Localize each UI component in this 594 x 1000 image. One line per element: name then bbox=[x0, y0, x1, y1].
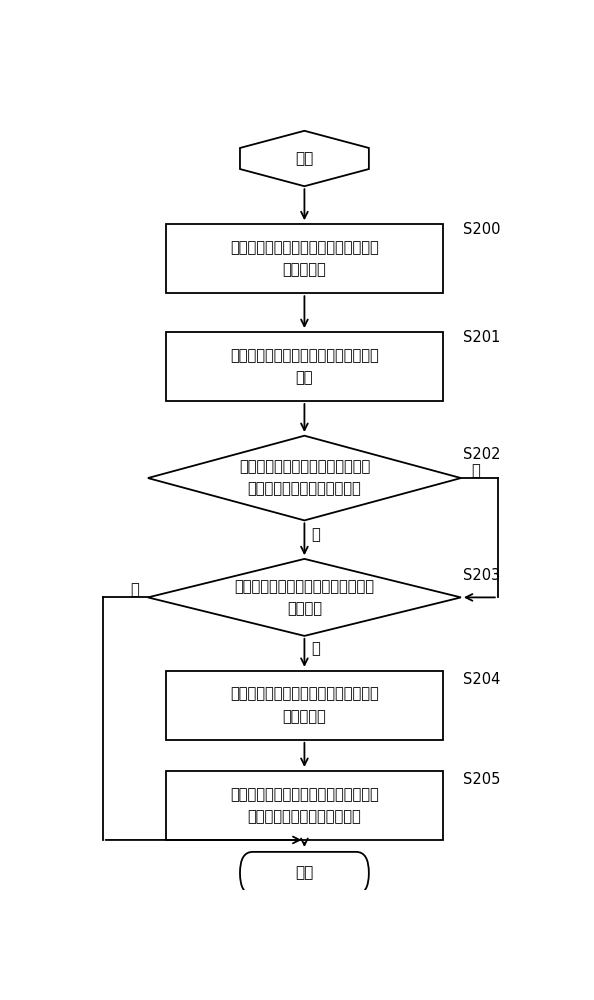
Text: S205: S205 bbox=[463, 772, 501, 787]
Text: S200: S200 bbox=[463, 222, 501, 237]
FancyBboxPatch shape bbox=[240, 852, 369, 894]
Text: 判断主应用运行的程序标识是否与
推广条件中的程序标识相匹配: 判断主应用运行的程序标识是否与 推广条件中的程序标识相匹配 bbox=[239, 459, 370, 497]
Text: 否: 否 bbox=[131, 582, 140, 597]
Text: S204: S204 bbox=[463, 672, 501, 687]
Text: 判断当前时间是否符合推广条件中的
推广时间: 判断当前时间是否符合推广条件中的 推广时间 bbox=[235, 579, 374, 616]
Text: 结束: 结束 bbox=[295, 866, 314, 881]
Polygon shape bbox=[148, 436, 461, 520]
Text: 否: 否 bbox=[471, 463, 480, 478]
Bar bbox=[166, 771, 443, 840]
Polygon shape bbox=[148, 559, 461, 636]
Bar bbox=[166, 224, 443, 293]
Text: S202: S202 bbox=[463, 447, 501, 462]
Text: 是: 是 bbox=[311, 641, 320, 656]
Text: 根据配置参数中的浮窗展示样式，创建
并展示浮窗: 根据配置参数中的浮窗展示样式，创建 并展示浮窗 bbox=[230, 687, 379, 724]
Polygon shape bbox=[240, 131, 369, 186]
Text: 是: 是 bbox=[311, 527, 320, 542]
Bar bbox=[166, 671, 443, 740]
Bar bbox=[166, 332, 443, 401]
Text: S203: S203 bbox=[463, 568, 501, 583]
Text: 根据配置参数中的跳转地址，对浮窗中
图标对应的跳转行为进行配置: 根据配置参数中的跳转地址，对浮窗中 图标对应的跳转行为进行配置 bbox=[230, 787, 379, 824]
Text: 在主应用启动时，向服务器发送配置文
件获取请求: 在主应用启动时，向服务器发送配置文 件获取请求 bbox=[230, 240, 379, 277]
Text: 开始: 开始 bbox=[295, 151, 314, 166]
Text: S201: S201 bbox=[463, 330, 501, 345]
Text: 接收服务器发送的与主应用相关的配置
文件: 接收服务器发送的与主应用相关的配置 文件 bbox=[230, 348, 379, 385]
